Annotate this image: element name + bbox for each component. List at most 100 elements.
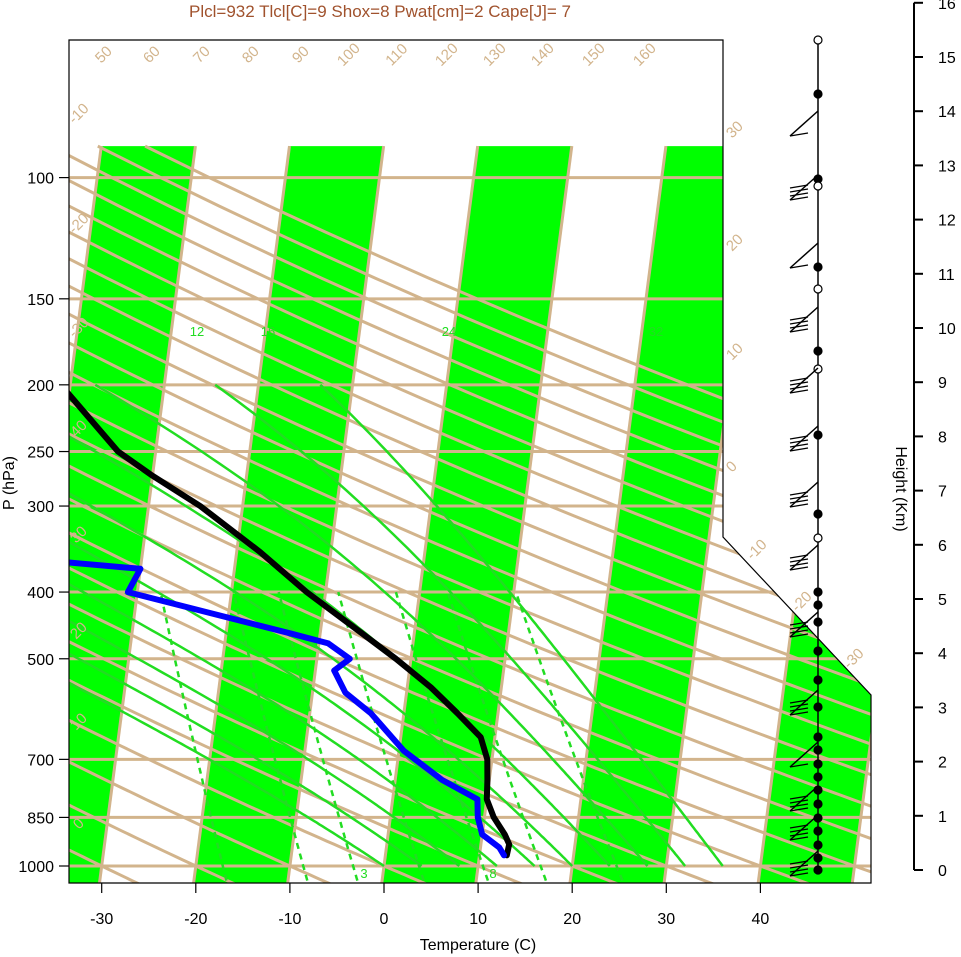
wind-barb-flag (789, 132, 809, 137)
plot-frame (68, 39, 872, 884)
pressure-tick-label: 200 (27, 378, 54, 395)
dry-adiabat-line (69, 145, 259, 883)
height-tick-label: 5 (938, 592, 947, 609)
wind-barb-flag (789, 828, 809, 833)
green-band (755, 146, 871, 883)
height-tick-label: 11 (938, 267, 955, 284)
dry-adiabat-line (69, 144, 646, 883)
height-tick-label: 8 (938, 429, 947, 446)
wind-barb-flag (789, 443, 809, 448)
wind-barb-flag (789, 503, 809, 508)
wind-barb-flag (789, 625, 809, 630)
temperature-tick-label: -10 (278, 911, 301, 928)
wind-level-marker (813, 840, 823, 850)
moist-adiabat-line (69, 383, 498, 867)
wind-level-marker (813, 675, 823, 685)
wind-barb-flag (789, 435, 809, 440)
wind-level-marker (813, 89, 823, 99)
height-tick-label: 1 (938, 809, 947, 826)
temperature-tick-label: -30 (90, 911, 113, 928)
temperature-tick-label: 20 (563, 911, 581, 928)
isotherm-label: -10 (743, 536, 770, 563)
wind-barb-flag (789, 439, 809, 444)
temperature-axis: -30 -20 -10 0 10 20 30 40 (90, 883, 769, 928)
dry-adiabat-line (69, 144, 871, 883)
wind-barb-flag (789, 491, 809, 496)
green-band (379, 146, 572, 883)
isotherm-label: 30 (723, 118, 747, 142)
green-band (69, 146, 196, 883)
wind-level-marker (813, 772, 823, 782)
moist-adiabat-line (69, 383, 574, 867)
wind-barb-flag (789, 633, 809, 638)
wind-barb-flag (789, 324, 809, 329)
wind-barb-flag (789, 554, 809, 559)
height-tick-label: 13 (938, 158, 956, 175)
wind-barb-flag (789, 447, 809, 452)
dry-adiabat-line (69, 144, 839, 883)
dry-adiabat-line (69, 144, 871, 883)
pressure-tick-label: 100 (27, 171, 54, 188)
dry-adiabat-line (69, 144, 871, 883)
wind-barb (789, 741, 819, 768)
wind-level-marker (813, 646, 823, 656)
wind-barb-flag (789, 562, 809, 567)
isotherm-line (944, 146, 961, 900)
pressure-tick-label: 400 (27, 585, 54, 602)
wind-level-marker (813, 702, 823, 712)
moist-adiabat-line (69, 383, 536, 867)
pressure-axis: 100 150 200 250 300 400 500 700 850 1000 (18, 171, 69, 876)
dry-adiabat-line (69, 144, 452, 883)
isotherm-line (566, 145, 668, 883)
dry-adiabat-line (69, 144, 356, 883)
wind-level-marker (813, 732, 823, 742)
wind-level-marker (813, 785, 823, 795)
temperature-trace (69, 197, 513, 859)
x-axis-label: Temperature (C) (420, 937, 536, 954)
chart-title: Plcl=932 Tlcl[C]=9 Shox=8 Pwat[cm]=2 Cap… (189, 2, 571, 21)
height-tick-label: 10 (938, 321, 956, 338)
wind-barb-flag (789, 872, 809, 877)
wind-barb-flag (789, 868, 809, 873)
wind-barb-flag (789, 832, 809, 837)
wind-barb-flag (789, 795, 809, 800)
temperature-tick-label: 0 (380, 911, 389, 928)
mixing-ratio-line (394, 591, 490, 882)
sounding-traces (69, 197, 513, 859)
wind-level-marker (813, 181, 823, 191)
wind-barb (789, 110, 819, 137)
wind-barb-flag (789, 320, 809, 325)
mixing-ratio-label: 8 (489, 866, 496, 881)
wind-barb-flag (789, 836, 809, 841)
wind-level-marker (813, 745, 823, 755)
wind-barb-flag (789, 381, 809, 386)
wind-level-marker (813, 430, 823, 440)
wind-barb-flag (789, 389, 809, 394)
pressure-tick-label: 500 (27, 652, 54, 669)
mixing-ratio-label: 3 (360, 866, 367, 881)
height-tick-label: 0 (938, 863, 947, 880)
wind-level-marker (813, 346, 823, 356)
wind-level-marker (813, 826, 823, 836)
height-tick-label: 9 (938, 375, 947, 392)
wind-barb-flag (789, 328, 809, 333)
pressure-tick-label: 150 (27, 292, 54, 309)
dry-adiabat-line (69, 144, 871, 883)
wind-barb-flag (789, 629, 809, 634)
wind-level-marker (813, 262, 823, 272)
wind-barb-flag (789, 495, 809, 500)
wind-barb-flag (789, 621, 809, 626)
dry-adiabat-line (69, 144, 549, 883)
wind-level-marker (813, 799, 823, 809)
height-tick-label: 12 (938, 213, 956, 230)
wind-profile (789, 35, 823, 877)
dry-adiabat-line (69, 144, 871, 883)
wind-barb-flag (789, 192, 809, 197)
isotherm-label: 20 (723, 231, 747, 255)
wind-barb-flag (789, 799, 809, 804)
pressure-tick-label: 1000 (18, 859, 54, 876)
y-axis-label: P (hPa) (1, 456, 18, 510)
dry-adiabat-line (69, 144, 871, 883)
pressure-tick-label: 700 (27, 752, 54, 769)
